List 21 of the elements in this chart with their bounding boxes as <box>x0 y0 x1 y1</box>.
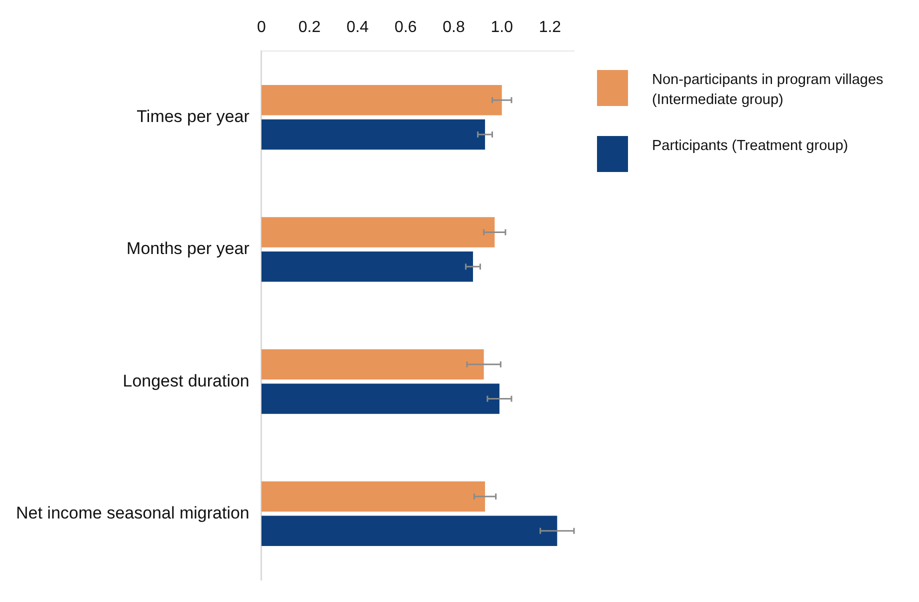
x-tick-label: 0 <box>256 19 266 36</box>
bar <box>261 481 486 512</box>
y-tick-label: Longest duration <box>122 371 250 390</box>
text: Participants (Treatment group) <box>652 137 850 156</box>
bar <box>261 84 502 116</box>
y-tick-label: Months per year <box>126 239 250 258</box>
x-tick-label: 0.4 <box>346 19 369 36</box>
bar <box>261 217 495 248</box>
y-tick-label: Times per year <box>136 106 250 126</box>
y-tick-label: Net income seasonal migration <box>16 503 250 522</box>
x-tick-label: 1.0 <box>490 19 514 36</box>
bar <box>261 119 486 150</box>
bar <box>261 516 558 546</box>
text: Non-participants in program villages (Intermediate group) <box>652 71 884 110</box>
bar <box>261 251 474 282</box>
x-tick-label: 0.8 <box>442 19 465 36</box>
x-tick-label: 0.2 <box>298 19 321 36</box>
x-tick-label: 1.2 <box>538 19 562 36</box>
x-tick-label: 0.6 <box>394 19 417 36</box>
bar <box>261 349 484 380</box>
bar <box>261 384 500 414</box>
